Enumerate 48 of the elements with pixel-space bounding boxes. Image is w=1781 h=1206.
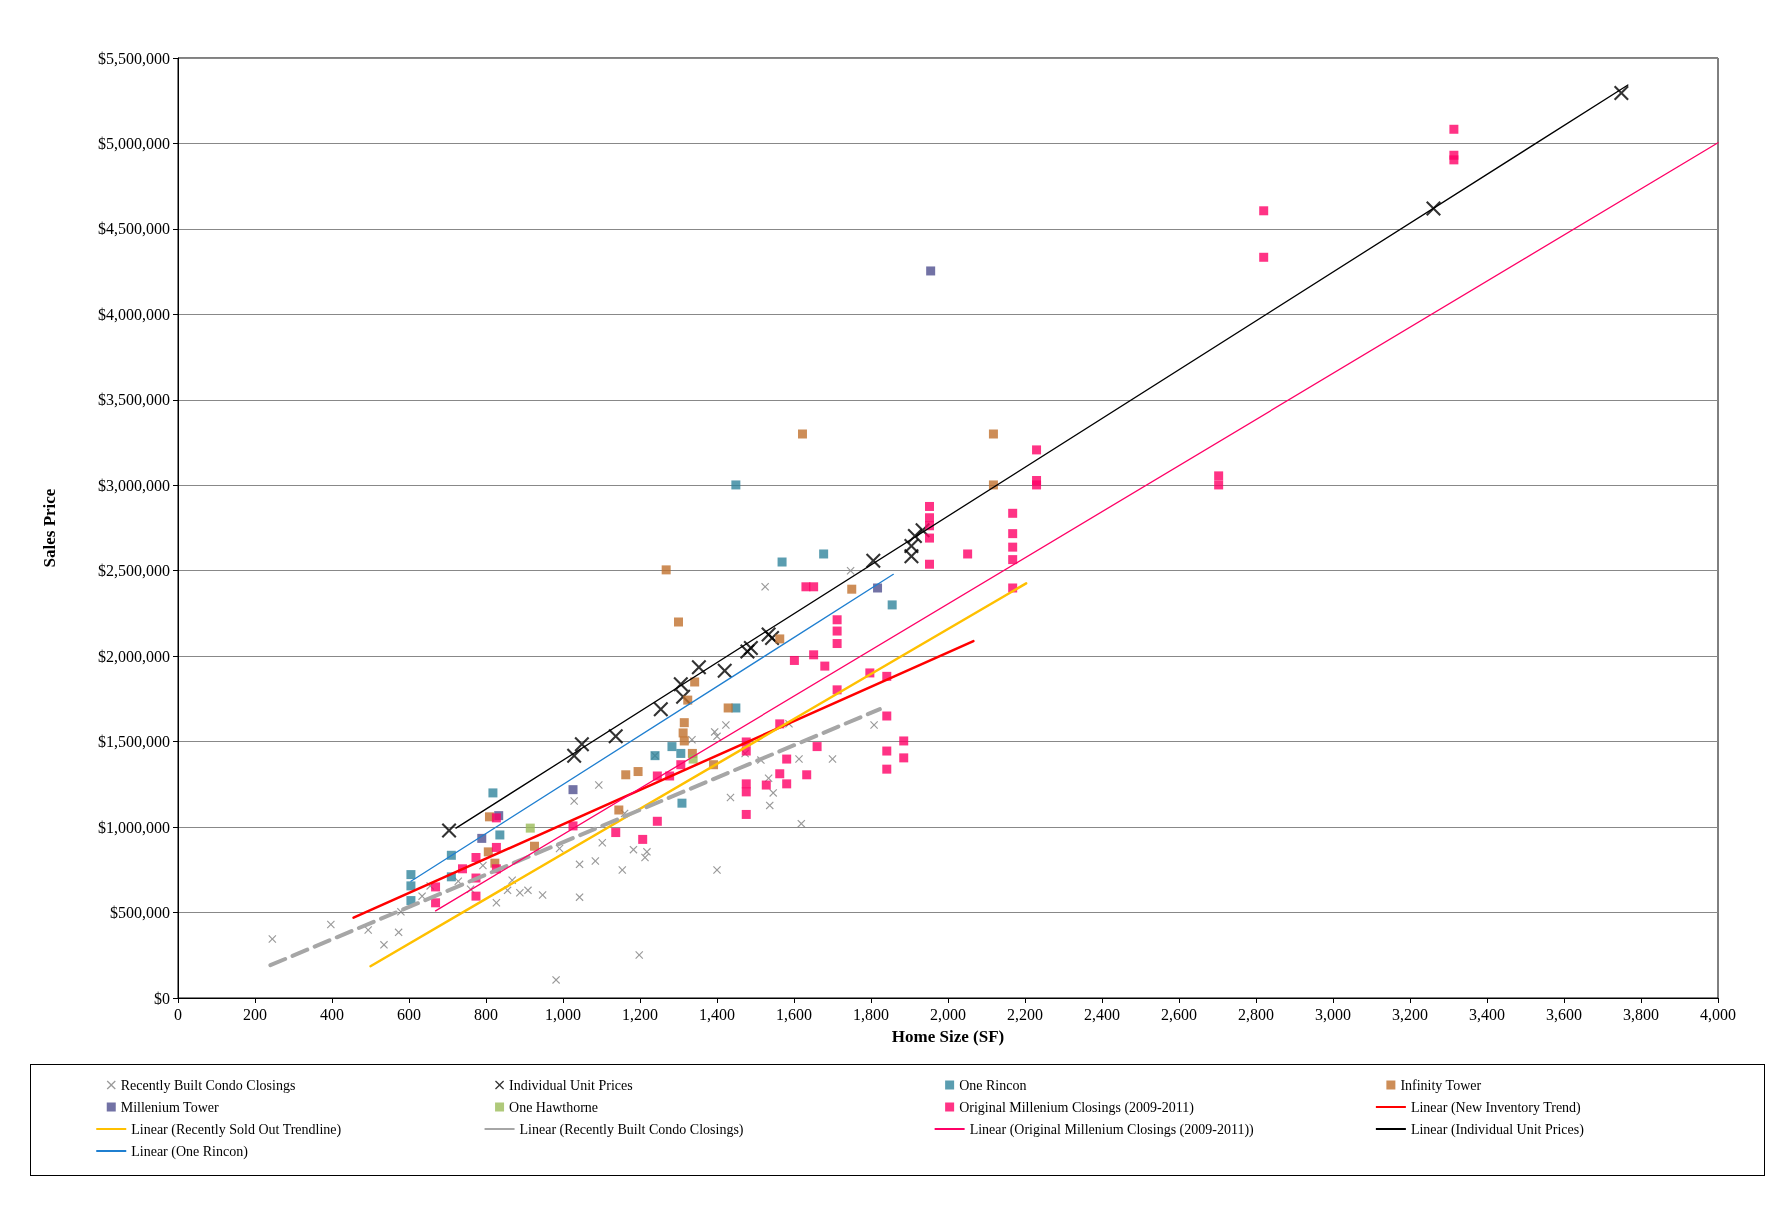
x-tick-label: 1,000 [545,1005,581,1023]
legend-label: One Hawthorne [509,1099,599,1115]
x-tick-label: 2,000 [930,1005,966,1023]
y-tick-label: $1,500,000 [98,733,170,751]
legend-label: Linear (One Rincon) [131,1143,249,1160]
x-tick-label: 800 [474,1005,498,1023]
x-tick-label: 3,400 [1469,1005,1505,1023]
legend-label: Linear (Recently Sold Out Trendline) [131,1121,342,1138]
y-tick-label: $1,000,000 [98,818,170,836]
x-tick-label: 200 [243,1005,267,1023]
legend-label: Millenium Tower [120,1099,220,1115]
x-tick-label: 1,400 [699,1005,735,1023]
y-tick-label: $3,500,000 [98,391,170,409]
legend-label: Infinity Tower [1400,1077,1482,1093]
y-tick-label: $2,000,000 [98,647,170,665]
legend-label: Linear (Recently Built Condo Closings) [519,1121,744,1138]
legend-label: Individual Unit Prices [509,1077,633,1093]
x-tick-label: 1,600 [776,1005,812,1023]
x-tick-label: 2,400 [1084,1005,1120,1023]
y-tick-label: $4,000,000 [98,305,170,323]
x-tick-label: 3,200 [1392,1005,1428,1023]
x-axis-title: Home Size (SF) [891,1027,1005,1046]
y-tick-label: $500,000 [110,904,170,922]
legend-label: Linear (New Inventory Trend) [1410,1099,1582,1116]
y-tick-label: $5,500,000 [98,49,170,67]
x-tick-label: 2,800 [1238,1005,1274,1023]
y-tick-label: $3,000,000 [98,476,170,494]
x-tick-label: 2,200 [1007,1005,1043,1023]
legend-label: Linear (Individual Unit Prices) [1410,1121,1585,1138]
y-tick-label: $2,500,000 [98,562,170,580]
x-tick-label: 400 [320,1005,344,1023]
x-tick-label: 1,200 [622,1005,658,1023]
legend-label: One Rincon [959,1077,1027,1093]
x-tick-label: 2,600 [1161,1005,1197,1023]
x-tick-label: 3,600 [1546,1005,1582,1023]
x-tick-label: 1,800 [853,1005,889,1023]
y-tick-label: $0 [154,989,170,1007]
legend-label: Linear (Original Millenium Closings (2009-2011)) [969,1121,1255,1138]
y-axis-title: Sales Price [40,488,59,568]
legend-label: Recently Built Condo Closings [120,1077,296,1093]
x-tick-label: 3,800 [1623,1005,1659,1023]
x-tick-label: 3,000 [1315,1005,1351,1023]
x-tick-label: 4,000 [1700,1005,1736,1023]
y-tick-label: $5,000,000 [98,134,170,152]
legend-label: Original Millenium Closings (2009-2011) [959,1099,1195,1116]
y-tick-label: $4,500,000 [98,220,170,238]
x-tick-label: 600 [397,1005,421,1023]
x-tick-label: 0 [174,1005,182,1023]
